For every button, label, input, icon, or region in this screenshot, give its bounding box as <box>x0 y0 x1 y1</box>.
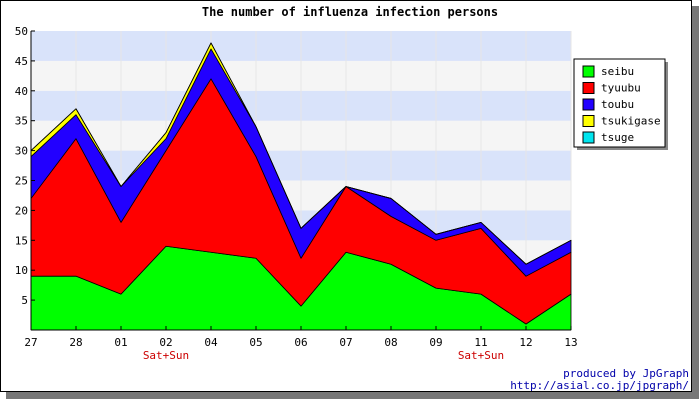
legend-label-tyuubu: tyuubu <box>601 82 641 95</box>
x-tick-label: 28 <box>69 336 82 349</box>
legend-swatch-toubu <box>582 98 595 111</box>
x-tick-label: 06 <box>294 336 307 349</box>
footer-url: http://asial.co.jp/jpgraph/ <box>510 379 689 391</box>
legend-swatch-tsukigase <box>582 115 595 127</box>
y-tick-label: 30 <box>15 145 28 158</box>
frame-shadow-right <box>692 6 699 399</box>
legend: seibu tyuubu toubu tsukigase tsuge <box>573 58 668 150</box>
y-tick-label: 15 <box>15 234 28 247</box>
legend-label-tsuge: tsuge <box>601 131 634 144</box>
x-tick-label: 11 <box>474 336 487 349</box>
x-tick-label: 04 <box>204 336 218 349</box>
x-tick-label: 02 <box>159 336 172 349</box>
x-tick-label: 13 <box>564 336 577 349</box>
x-tick-label: 27 <box>24 336 37 349</box>
x-tick-label: 07 <box>339 336 352 349</box>
footer-produced-by: produced by JpGraph <box>563 367 689 380</box>
y-tick-label: 10 <box>15 264 28 277</box>
frame-shadow-bottom <box>6 392 699 399</box>
legend-label-tsukigase: tsukigase <box>601 115 661 128</box>
y-tick-label: 25 <box>15 175 28 188</box>
chart-title: The number of influenza infection person… <box>202 5 498 19</box>
y-tick-label: 20 <box>15 204 28 217</box>
graph-frame: 5 10 15 20 25 30 35 40 45 50 27 28 01 Sat+Sun 02 04 05 06… <box>0 0 692 392</box>
y-tick-label: 35 <box>15 115 28 128</box>
legend-swatch-seibu <box>582 65 595 78</box>
series-area-tsuge <box>30 42 572 265</box>
y-tick-label: 45 <box>15 55 28 68</box>
y-tick-label: 50 <box>15 25 28 38</box>
legend-swatch-tsuge <box>582 131 595 144</box>
x-tick-note: Sat+Sun <box>143 349 189 362</box>
legend-label-seibu: seibu <box>601 65 634 78</box>
y-tick-label: 40 <box>15 85 28 98</box>
y-tick-label: 5 <box>21 294 28 307</box>
x-tick-label: 05 <box>249 336 262 349</box>
legend-label-toubu: toubu <box>601 98 634 111</box>
legend-swatch-tyuubu <box>582 82 595 94</box>
x-tick-label: 08 <box>384 336 397 349</box>
x-tick-label: 01 <box>114 336 127 349</box>
x-tick-label: 09 <box>429 336 442 349</box>
x-tick-note: Sat+Sun <box>458 349 504 362</box>
x-tick-label: 12 <box>519 336 532 349</box>
